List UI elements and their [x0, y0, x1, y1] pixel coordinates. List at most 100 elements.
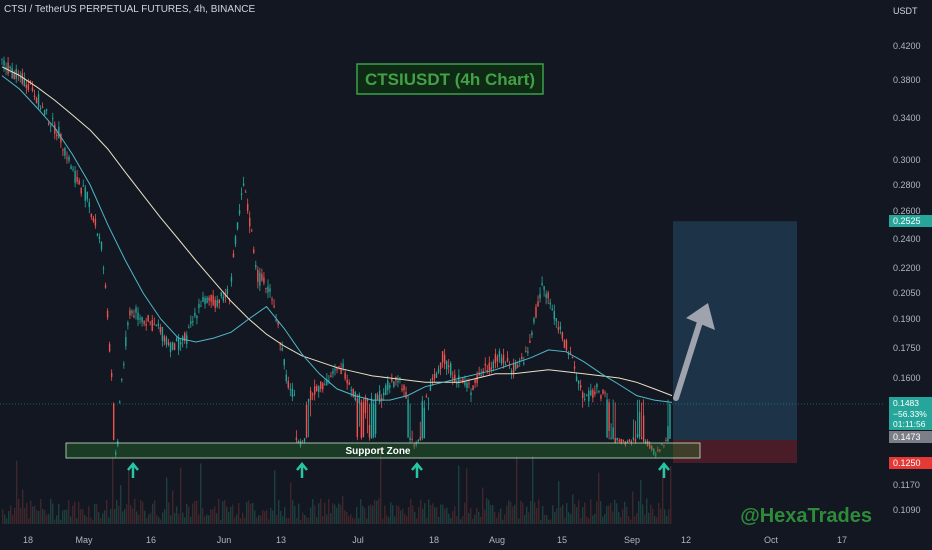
- volume-bar: [26, 502, 28, 524]
- volume-bar: [590, 499, 592, 524]
- volume-bar: [46, 514, 48, 524]
- candle-body: [364, 397, 367, 414]
- candle-body: [56, 134, 58, 136]
- projection-arrowhead-icon: [686, 303, 715, 330]
- candle-body: [620, 439, 622, 443]
- candle-body: [171, 342, 174, 351]
- candle-body: [127, 322, 129, 326]
- volume-bar: [82, 509, 84, 524]
- candle-body: [297, 441, 300, 443]
- volume-bar: [74, 501, 76, 524]
- volume-bar: [378, 498, 380, 524]
- candle-body: [577, 380, 580, 384]
- volume-bar: [52, 503, 54, 524]
- volume-bar: [246, 502, 248, 524]
- candle-body: [108, 344, 111, 352]
- volume-bar: [570, 514, 572, 524]
- volume-bar: [536, 507, 538, 524]
- candle-body: [330, 375, 332, 377]
- candle-body: [452, 377, 454, 379]
- volume-bar: [132, 508, 134, 524]
- price-change: −56.33%: [893, 409, 927, 419]
- candle-body: [43, 110, 46, 116]
- volume-bar: [134, 498, 136, 524]
- volume-bar: [320, 498, 322, 524]
- candle-body: [25, 84, 28, 88]
- candle-body: [21, 72, 24, 84]
- candle-body: [289, 389, 292, 391]
- candle-body: [612, 427, 614, 439]
- candle-body: [47, 122, 50, 125]
- y-tick-label: 0.2400: [893, 234, 921, 244]
- volume-bar: [196, 500, 198, 524]
- volume-bar: [444, 508, 446, 524]
- volume-bar: [212, 509, 214, 524]
- volume-bar: [152, 503, 154, 524]
- volume-bar: [18, 498, 20, 524]
- volume-bar: [142, 501, 144, 524]
- candle-body: [429, 385, 432, 391]
- volume-bar: [138, 514, 140, 524]
- candle-body: [145, 324, 147, 326]
- volume-bar: [148, 514, 150, 524]
- candle-body: [179, 342, 182, 345]
- volume-bar: [494, 512, 496, 524]
- candle-body: [121, 379, 123, 381]
- volume-bar: [450, 517, 452, 524]
- volume-bar: [238, 503, 240, 524]
- bounce-arrow-icon: [296, 462, 308, 478]
- volume-bar: [548, 519, 550, 524]
- volume-bar: [160, 519, 162, 524]
- candle-body: [632, 437, 635, 440]
- volume-bar: [42, 509, 44, 524]
- volume-bar: [396, 505, 398, 524]
- title-box: [356, 63, 544, 95]
- candle-body: [409, 437, 411, 441]
- candle-body: [634, 439, 637, 442]
- candle-body: [3, 60, 5, 66]
- volume-bar: [580, 518, 582, 524]
- volume-bar: [284, 507, 286, 524]
- volume-bar: [88, 506, 90, 524]
- candle-body: [208, 297, 210, 301]
- candle-body: [242, 183, 245, 186]
- volume-bar: [294, 506, 296, 524]
- volume-bar: [180, 467, 182, 524]
- volume-bar: [338, 503, 340, 524]
- candle-body: [299, 440, 302, 446]
- candle-body: [468, 383, 470, 385]
- volume-bar: [654, 515, 656, 524]
- volume-bar: [540, 519, 542, 524]
- candle-body: [565, 340, 568, 351]
- candle-body: [374, 393, 377, 434]
- chart-header: CTSI / TetherUS PERPETUAL FUTURES, 4h, B…: [4, 4, 256, 15]
- volume-bar: [2, 509, 4, 524]
- volume-bar: [616, 503, 618, 524]
- candle-body: [498, 351, 501, 358]
- candle-body: [210, 295, 212, 302]
- volume-bar: [324, 502, 326, 524]
- volume-bar: [282, 516, 284, 524]
- candle-body: [33, 95, 36, 98]
- candle-body: [419, 437, 421, 440]
- volume-bar: [592, 515, 594, 524]
- volume-bar: [96, 504, 98, 524]
- candle-body: [119, 401, 121, 403]
- volume-bar: [214, 506, 216, 524]
- volume-bar: [128, 470, 130, 524]
- candle-body: [226, 288, 229, 295]
- candle-body: [569, 351, 572, 353]
- volume-bar: [60, 519, 62, 524]
- candle-body: [309, 390, 312, 400]
- candle-body: [610, 437, 612, 439]
- volume-bar: [582, 507, 584, 524]
- candle-body: [413, 444, 415, 447]
- candle-body: [45, 109, 48, 111]
- volume-bar: [248, 500, 250, 524]
- volume-bar: [434, 507, 436, 524]
- candle-body: [200, 305, 202, 307]
- volume-bar: [218, 498, 220, 524]
- candle-body: [222, 296, 225, 301]
- volume-bar: [468, 513, 470, 524]
